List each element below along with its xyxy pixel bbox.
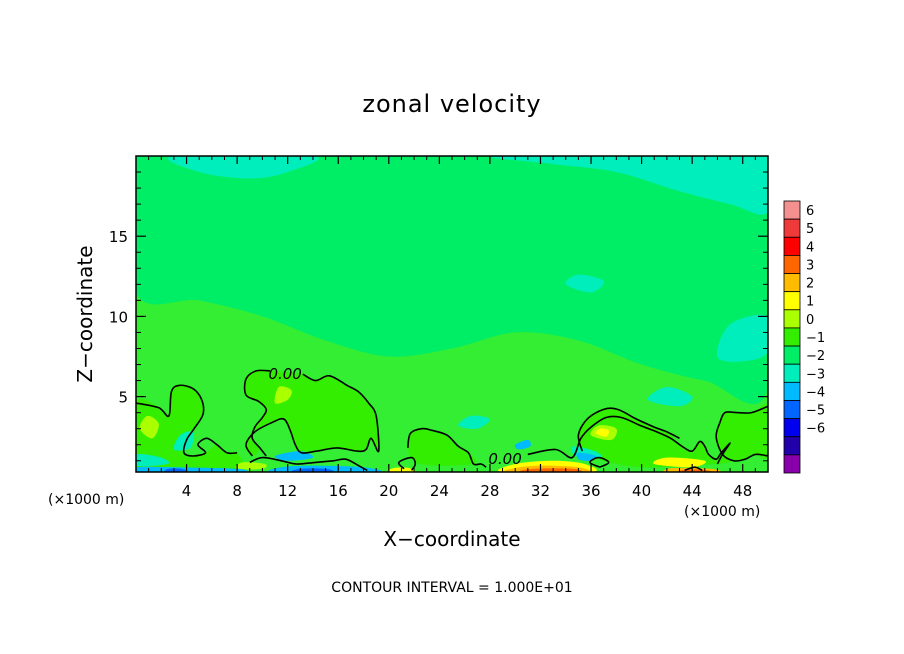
- x-axis-ticks: 4 8 12 16 20 24 28 32 36 40 44 48: [148, 156, 756, 500]
- x-tick-label: 16: [329, 482, 348, 500]
- zero-contour-lines: [136, 369, 768, 472]
- color-region-29: [519, 468, 583, 472]
- colorbar-label: 5: [806, 222, 814, 237]
- colorbar: 6 5 4 3 2 1 0 −1 −2 −3 −4 −5 −6: [783, 200, 825, 474]
- zero-contour-2: [245, 373, 380, 457]
- colorbar-swatch: [783, 327, 801, 347]
- colorbar-label: 2: [806, 277, 814, 292]
- x-tick-label: 12: [278, 482, 297, 500]
- color-region-0: [136, 156, 768, 404]
- colorbar-swatch: [783, 381, 801, 401]
- colorbar-swatch: [783, 363, 801, 383]
- colorbar-label: −4: [806, 385, 825, 400]
- colorbar-swatch: [783, 400, 801, 420]
- colorbar-swatch: [783, 273, 801, 293]
- y-tick-label: 15: [109, 228, 128, 246]
- zero-contour-4: [397, 456, 417, 471]
- zero-contour-3: [243, 369, 271, 457]
- colorbar-label: 3: [806, 258, 814, 273]
- color-region-4: [716, 314, 768, 362]
- x-tick-label: 36: [581, 482, 600, 500]
- colorbar-swatch: [783, 309, 801, 329]
- filled-contour-regions: [136, 156, 768, 472]
- x-tick-label: 28: [480, 482, 499, 500]
- color-region-2: [168, 156, 319, 179]
- zero-contour-1: [249, 456, 368, 472]
- color-region-7: [407, 428, 477, 466]
- color-region-19: [136, 454, 170, 467]
- color-region-24: [514, 439, 531, 450]
- x-tick-label: 48: [733, 482, 752, 500]
- chart-title: zonal velocity: [362, 90, 541, 118]
- contour-interval-note: CONTOUR INTERVAL = 1.000E+01: [331, 580, 572, 596]
- contour-label-1: 0.00: [488, 450, 521, 468]
- colorbar-label: −2: [806, 349, 825, 364]
- x-axis-label: X−coordinate: [383, 527, 520, 551]
- y-tick-label: 10: [109, 308, 128, 326]
- x-tick-label: 20: [379, 482, 398, 500]
- color-region-9: [139, 415, 159, 439]
- colorbar-swatch: [783, 291, 801, 311]
- x-tick-label: 8: [232, 482, 242, 500]
- colorbar-swatch: [783, 345, 801, 365]
- x-tick-label: 40: [632, 482, 651, 500]
- color-region-10: [274, 386, 292, 404]
- zero-contour-0: [136, 384, 238, 457]
- color-region-22: [136, 466, 248, 472]
- colorbar-swatch: [783, 236, 801, 256]
- color-region-3: [565, 274, 605, 293]
- colorbar-label: 6: [806, 204, 814, 219]
- colorbar-label: −3: [806, 367, 825, 382]
- color-region-5: [136, 385, 245, 472]
- x-unit-right: (×1000 m): [684, 504, 760, 520]
- contour-labels: 0.00 0.00: [268, 365, 521, 468]
- x-tick-label: 24: [430, 482, 449, 500]
- colorbar-label: 0: [806, 313, 814, 328]
- color-region-1: [492, 156, 768, 215]
- color-region-13: [595, 428, 610, 437]
- y-tick-label: 5: [118, 389, 128, 407]
- x-unit-left: (×1000 m): [48, 492, 124, 508]
- zero-contour-9: [589, 456, 610, 468]
- color-region-15: [458, 415, 490, 429]
- contour-label-0: 0.00: [268, 365, 301, 383]
- colorbar-swatch: [783, 418, 801, 438]
- color-region-16: [647, 386, 693, 407]
- colorbar-label: 1: [806, 295, 814, 310]
- colorbar-label: −1: [806, 331, 825, 346]
- zero-contour-10: [684, 466, 703, 472]
- y-axis-ticks: 5 10 15: [109, 171, 768, 462]
- colorbar-label: −5: [806, 404, 825, 419]
- zero-contour-6: [527, 415, 731, 465]
- color-region-20: [576, 452, 597, 461]
- x-tick-label: 4: [182, 482, 192, 500]
- colorbar-swatch: [783, 254, 801, 274]
- colorbar-swatch: [783, 436, 801, 456]
- zero-contour-7: [715, 405, 768, 462]
- color-region-26: [164, 468, 188, 472]
- color-region-12: [235, 462, 267, 470]
- x-tick-label: 44: [683, 482, 702, 500]
- x-tick-label: 32: [531, 482, 550, 500]
- y-axis-label: Z−coordinate: [73, 245, 97, 382]
- zero-contour-5: [407, 427, 487, 468]
- zero-contour-8: [577, 407, 680, 452]
- colorbar-label: 4: [806, 240, 814, 255]
- colorbar-swatch: [783, 200, 801, 220]
- colorbar-swatch: [783, 218, 801, 238]
- color-region-8: [578, 404, 768, 468]
- colorbar-swatch: [783, 454, 801, 474]
- colorbar-label: −6: [806, 422, 825, 437]
